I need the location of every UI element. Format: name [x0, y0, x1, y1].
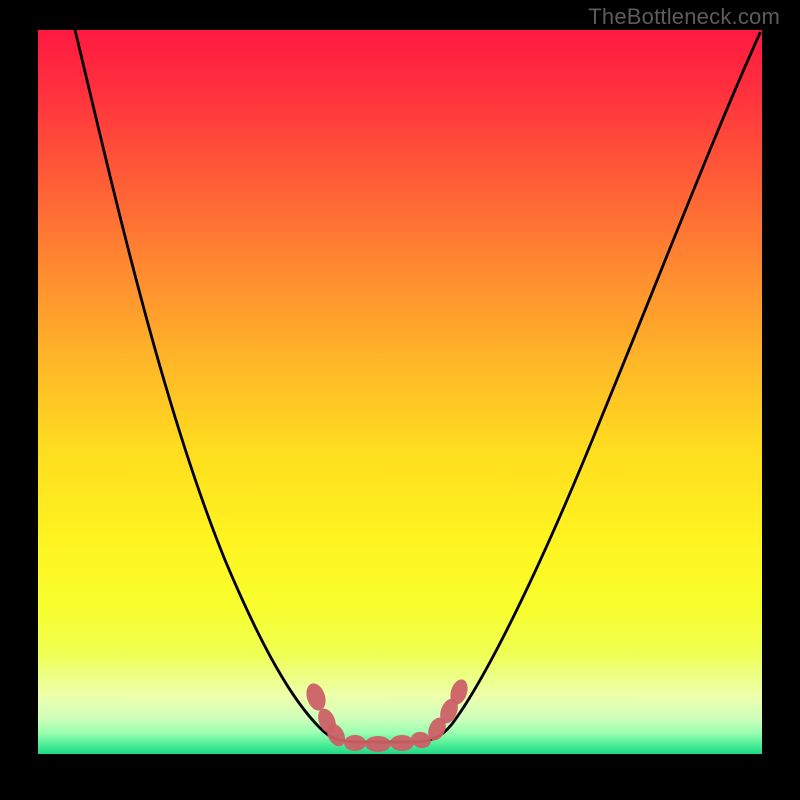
valley-marker: [390, 735, 414, 751]
bottleneck-curve: [75, 30, 760, 742]
chart-svg: [0, 0, 800, 800]
chart-container: TheBottleneck.com: [0, 0, 800, 800]
curve-valley-markers: [303, 677, 471, 752]
valley-marker: [365, 736, 391, 752]
valley-marker: [344, 735, 366, 751]
watermark-text: TheBottleneck.com: [588, 4, 780, 30]
valley-marker: [303, 681, 329, 713]
